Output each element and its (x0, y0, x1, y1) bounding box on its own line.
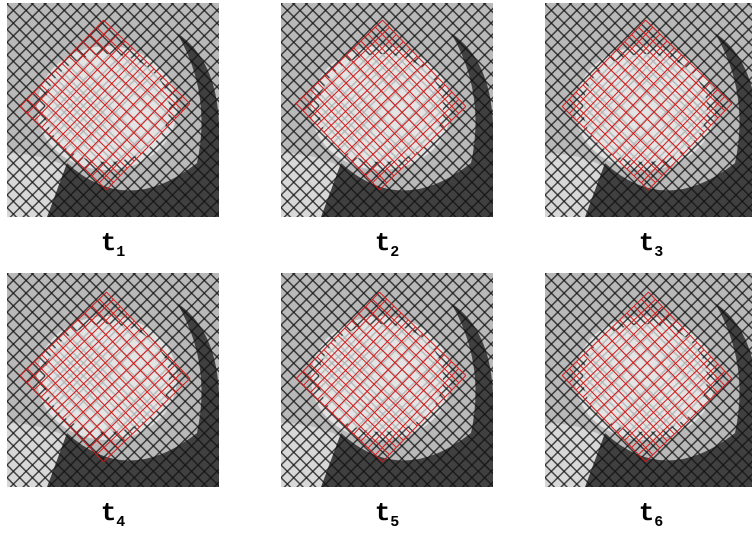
tagged-image (545, 273, 752, 487)
label-subscript: 6 (654, 514, 663, 531)
tagged-image (7, 3, 219, 217)
label-base: t (639, 498, 655, 528)
tagged-image (7, 273, 219, 487)
label-base: t (101, 228, 117, 258)
label-base: t (375, 498, 391, 528)
time-label: t1 (7, 228, 219, 261)
figure: t1t2t3t4t5t6 (0, 0, 752, 543)
label-subscript: 4 (116, 514, 125, 531)
label-base: t (101, 498, 117, 528)
tagged-image (281, 3, 493, 217)
time-label: t6 (545, 498, 752, 531)
time-label: t5 (281, 498, 493, 531)
time-label: t3 (545, 228, 752, 261)
time-label: t4 (7, 498, 219, 531)
label-subscript: 1 (116, 244, 125, 261)
label-base: t (639, 228, 655, 258)
tagged-image (545, 3, 752, 217)
label-subscript: 5 (390, 514, 399, 531)
time-label: t2 (281, 228, 493, 261)
label-subscript: 2 (390, 244, 399, 261)
label-subscript: 3 (654, 244, 663, 261)
label-base: t (375, 228, 391, 258)
tagged-image (281, 273, 493, 487)
